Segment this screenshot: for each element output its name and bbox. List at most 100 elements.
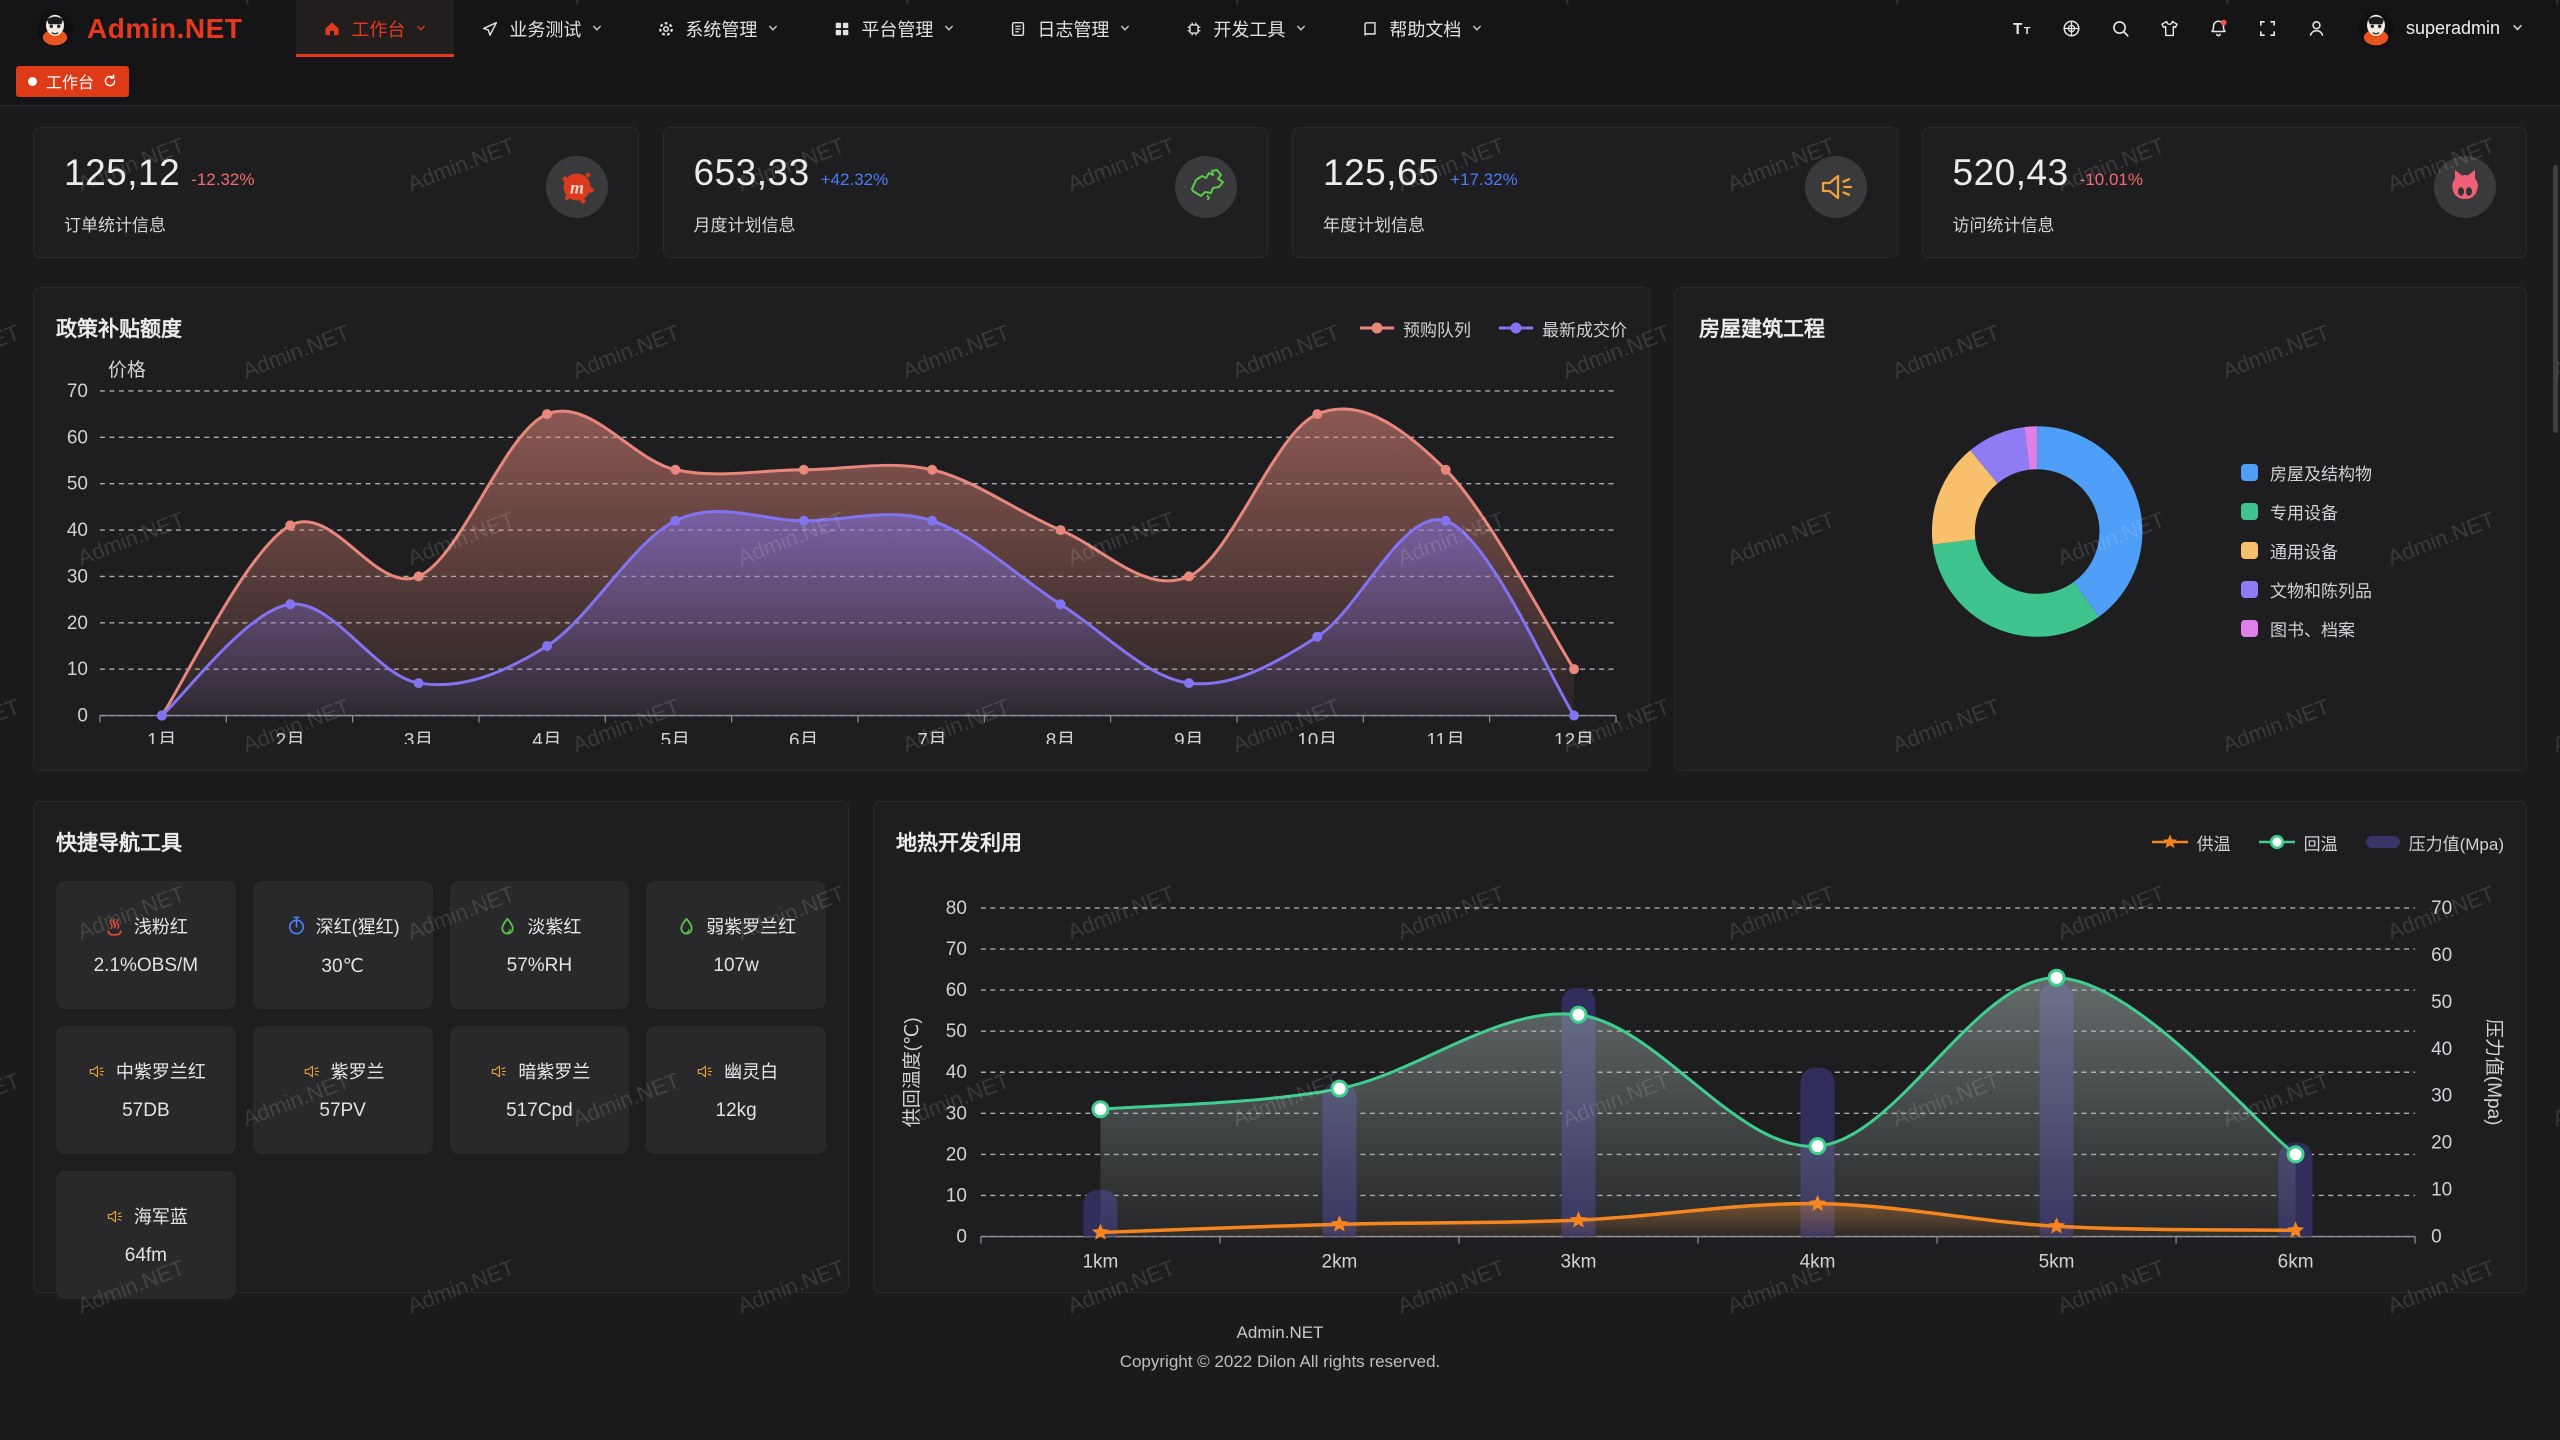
svg-text:50: 50 bbox=[946, 1021, 967, 1042]
water-drop-icon bbox=[676, 916, 697, 937]
stat-delta: +17.32% bbox=[1450, 170, 1518, 189]
svg-text:m: m bbox=[569, 178, 583, 198]
chevron-down-icon bbox=[767, 18, 779, 39]
quick-nav-tile-4[interactable]: 弱紫罗兰红 107w bbox=[646, 881, 826, 1009]
svg-text:9月: 9月 bbox=[1174, 730, 1204, 743]
geothermal-chart[interactable]: 0 10 20 30 40 50 60 70 80 0 10 20 30 40 50 60 70 1km 2km 3k… bbox=[896, 866, 2504, 1277]
building-donut-chart[interactable] bbox=[1699, 352, 2502, 735]
fullscreen-icon[interactable] bbox=[2257, 18, 2278, 39]
footer-brand: Admin.NET bbox=[1236, 1323, 1324, 1342]
quick-nav-tile-2[interactable]: 深红(猩红) 30℃ bbox=[252, 881, 433, 1009]
search-icon[interactable] bbox=[2110, 18, 2131, 39]
stat-value: 520,43 bbox=[1952, 152, 2069, 193]
app-logo-text: Admin.NET bbox=[87, 12, 243, 44]
svg-text:价格: 价格 bbox=[108, 359, 146, 381]
user-icon[interactable] bbox=[2306, 18, 2327, 39]
speaker-icon bbox=[1804, 156, 1867, 218]
legend-marker bbox=[2258, 834, 2295, 850]
theme-icon[interactable] bbox=[2159, 18, 2180, 39]
stat-cards-row: 125,12 -12.32% 订单统计信息 m 653,33 +42.32% 月… bbox=[33, 127, 2527, 258]
tile-value: 2.1%OBS/M bbox=[93, 955, 199, 976]
nav-item-6[interactable]: 开发工具 bbox=[1158, 0, 1334, 57]
legend-item[interactable]: 预购队列 bbox=[1360, 316, 1471, 341]
quick-nav-tile-1[interactable]: 浅粉红 2.1%OBS/M bbox=[56, 881, 236, 1009]
tile-label: 中紫罗兰红 bbox=[115, 1062, 206, 1082]
gear-icon bbox=[657, 20, 675, 38]
stat-value: 653,33 bbox=[693, 152, 810, 193]
legend-item[interactable]: 通用设备 bbox=[2241, 538, 2372, 563]
svg-text:50: 50 bbox=[2431, 992, 2452, 1013]
svg-text:8月: 8月 bbox=[1046, 730, 1076, 743]
speaker-icon bbox=[301, 1061, 322, 1082]
card-title: 地热开发利用 bbox=[896, 832, 1022, 855]
legend-item[interactable]: 专用设备 bbox=[2241, 499, 2372, 524]
quick-nav-tile-9[interactable]: 海军蓝 64fm bbox=[56, 1171, 236, 1299]
legend-item[interactable]: 最新成交价 bbox=[1499, 316, 1627, 341]
tile-value: 12kg bbox=[715, 1100, 757, 1121]
home-icon bbox=[323, 20, 341, 38]
legend-item[interactable]: 供温 bbox=[2151, 830, 2231, 855]
stat-label: 年度计划信息 bbox=[1323, 216, 1425, 235]
legend-item[interactable]: 压力值(Mpa) bbox=[2365, 830, 2504, 855]
bottom-row: 快捷导航工具 浅粉红 2.1%OBS/M 深红(猩红) 30℃ 淡紫红 57%R… bbox=[33, 801, 2527, 1299]
nav-item-2[interactable]: 业务测试 bbox=[454, 0, 630, 57]
refresh-icon[interactable] bbox=[103, 74, 117, 88]
scrollbar[interactable] bbox=[2553, 165, 2558, 433]
footer: Admin.NET Copyright © 2022 Dilon All rig… bbox=[33, 1319, 2527, 1377]
svg-text:40: 40 bbox=[2431, 1039, 2452, 1060]
card-title: 快捷导航工具 bbox=[56, 832, 182, 855]
nav-item-label: 帮助文档 bbox=[1389, 19, 1462, 40]
svg-text:30: 30 bbox=[67, 566, 88, 587]
stat-card-4: 520,43 -10.01% 访问统计信息 bbox=[1921, 127, 2527, 258]
tile-value: 57DB bbox=[122, 1100, 170, 1121]
tile-label: 弱紫罗兰红 bbox=[706, 917, 797, 937]
tile-value: 30℃ bbox=[321, 955, 364, 977]
subsidy-area-chart[interactable]: 价格 0 10 20 30 40 50 60 70 1月 2月 3月 4月 5月 6月 7月 8月 9月 10月 11… bbox=[56, 352, 1627, 744]
svg-text:70: 70 bbox=[946, 939, 967, 960]
legend-item[interactable]: 图书、档案 bbox=[2241, 616, 2372, 641]
svg-text:5月: 5月 bbox=[661, 730, 691, 743]
chevron-down-icon bbox=[943, 18, 955, 39]
quick-nav-tile-5[interactable]: 中紫罗兰红 57DB bbox=[56, 1026, 236, 1154]
legend-item[interactable]: 房屋及结构物 bbox=[2241, 460, 2372, 485]
tile-value: 57%RH bbox=[506, 955, 573, 976]
legend-item[interactable]: 回温 bbox=[2258, 830, 2338, 855]
quick-nav-tile-8[interactable]: 幽灵白 12kg bbox=[646, 1026, 826, 1154]
card-header: 政策补贴额度 预购队列 最新成交价 bbox=[56, 308, 1627, 348]
svg-text:3月: 3月 bbox=[404, 730, 434, 743]
quick-nav-tile-7[interactable]: 暗紫罗兰 517Cpd bbox=[449, 1026, 630, 1154]
tile-value: 57PV bbox=[319, 1100, 366, 1121]
user-menu[interactable]: superadmin bbox=[2357, 0, 2560, 57]
notification-icon[interactable] bbox=[2208, 18, 2229, 39]
quick-nav-tile-6[interactable]: 紫罗兰 57PV bbox=[252, 1026, 433, 1154]
svg-text:60: 60 bbox=[2431, 945, 2452, 966]
svg-text:70: 70 bbox=[2431, 898, 2452, 919]
language-icon[interactable] bbox=[2061, 18, 2082, 39]
subsidy-chart-card: 政策补贴额度 预购队列 最新成交价 价格 0 10 20 30 40 50 60 70 1月 2月 3月… bbox=[33, 287, 1650, 771]
tile-label: 淡紫红 bbox=[527, 917, 582, 937]
svg-text:0: 0 bbox=[2431, 1227, 2442, 1248]
nav-item-4[interactable]: 平台管理 bbox=[806, 0, 982, 57]
legend-item[interactable]: 文物和陈列品 bbox=[2241, 577, 2372, 602]
legend-marker bbox=[1360, 322, 1394, 334]
card-header: 房屋建筑工程 bbox=[1699, 308, 2502, 348]
logo-avatar bbox=[36, 10, 74, 48]
tile-label: 幽灵白 bbox=[724, 1062, 779, 1082]
nav-item-3[interactable]: 系统管理 bbox=[630, 0, 806, 57]
nav-item-5[interactable]: 日志管理 bbox=[982, 0, 1158, 57]
tab-workbench[interactable]: 工作台 bbox=[16, 65, 130, 97]
nav-item-7[interactable]: 帮助文档 bbox=[1334, 0, 1510, 57]
svg-text:1月: 1月 bbox=[147, 730, 177, 743]
app-logo[interactable]: Admin.NET bbox=[0, 0, 296, 57]
nav-item-1[interactable]: 工作台 bbox=[296, 0, 455, 57]
svg-text:50: 50 bbox=[67, 474, 88, 495]
stat-delta: -12.32% bbox=[191, 170, 255, 189]
geothermal-chart-card: 地热开发利用 供温 回温 压力值(Mpa) 0 10 20 30 40 50 60 70 80 0 10… bbox=[873, 801, 2527, 1293]
legend-marker bbox=[2365, 834, 2400, 850]
svg-text:7月: 7月 bbox=[917, 730, 947, 743]
tile-value: 517Cpd bbox=[506, 1100, 573, 1121]
svg-text:T: T bbox=[2024, 25, 2031, 37]
quick-nav-tile-3[interactable]: 淡紫红 57%RH bbox=[449, 881, 630, 1009]
